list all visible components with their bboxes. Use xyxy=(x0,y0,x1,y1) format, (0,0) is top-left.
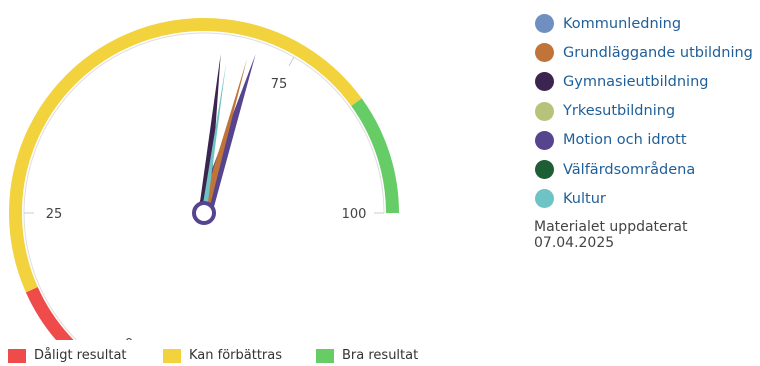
legend-item-kommunledning[interactable]: Kommunledning xyxy=(535,9,753,38)
legend-swatch xyxy=(535,160,554,180)
tick-label-0: 0 xyxy=(125,337,133,340)
gauge-ticks: 0 25 75 100 xyxy=(24,56,384,340)
band-legend-item-daligt-resultat: Dåligt resultat xyxy=(8,348,127,363)
legend-item-gymnasieutbildning[interactable]: Gymnasieutbildning xyxy=(535,67,753,96)
legend-label: Kommunledning xyxy=(563,15,682,32)
gauge-bands xyxy=(9,18,399,340)
tick-label-75: 75 xyxy=(271,77,288,92)
needle-gymnasieutbildning[interactable] xyxy=(198,53,221,214)
tick-mark-75 xyxy=(288,56,295,67)
band-legend-item-kan-forbattras: Kan förbättras xyxy=(163,348,282,363)
legend-label: Välfärdsområdena xyxy=(563,161,696,178)
updated-note: Materialet uppdaterat 07.04.2025 xyxy=(534,219,688,251)
legend-label: Kultur xyxy=(563,190,606,207)
legend-swatch xyxy=(535,189,554,209)
gauge-pivot xyxy=(192,201,216,225)
needle-kultur[interactable] xyxy=(201,62,227,214)
legend-swatch xyxy=(535,101,554,121)
band-legend-item-bra-resultat: Bra resultat xyxy=(316,348,418,363)
band-kan-forbattras xyxy=(9,18,362,293)
legend-item-motion-och-idrott[interactable]: Motion och idrott xyxy=(535,126,753,155)
series-legend: Kommunledning Grundläggande utbildning Gym… xyxy=(535,9,753,213)
gauge-inner-ring xyxy=(23,32,385,340)
tick-label-25: 25 xyxy=(46,207,63,222)
band-bra-resultat xyxy=(351,98,399,214)
band-legend-label: Kan förbättras xyxy=(189,348,283,363)
legend-swatch xyxy=(535,43,554,63)
legend-item-grundlaggande-utbildning[interactable]: Grundläggande utbildning xyxy=(535,38,753,67)
gauge-chart: 0 25 75 100 xyxy=(9,18,399,340)
legend-swatch xyxy=(535,72,554,92)
legend-label: Yrkesutbildning xyxy=(563,103,676,120)
tick-label-100: 100 xyxy=(342,207,367,222)
legend-label: Grundläggande utbildning xyxy=(563,44,753,61)
band-legend-label: Dåligt resultat xyxy=(34,348,127,363)
legend-item-valfardsomradena[interactable]: Välfärdsområdena xyxy=(535,155,753,184)
band-daligt-resultat xyxy=(25,286,74,340)
legend-label: Gymnasieutbildning xyxy=(563,73,709,90)
legend-swatch xyxy=(535,130,554,150)
needle-grundlaggande-utbildning[interactable] xyxy=(200,58,248,215)
legend-label: Motion och idrott xyxy=(563,132,687,149)
legend-swatch xyxy=(535,14,554,34)
band-legend-swatch xyxy=(8,348,26,363)
band-legend-swatch xyxy=(316,348,334,363)
gauge-needles xyxy=(196,53,256,216)
legend-item-yrkesutbildning[interactable]: Yrkesutbildning xyxy=(535,97,753,126)
band-legend-swatch xyxy=(163,348,181,363)
legend-item-kultur[interactable]: Kultur xyxy=(535,184,753,213)
band-legend-label: Bra resultat xyxy=(342,348,419,363)
